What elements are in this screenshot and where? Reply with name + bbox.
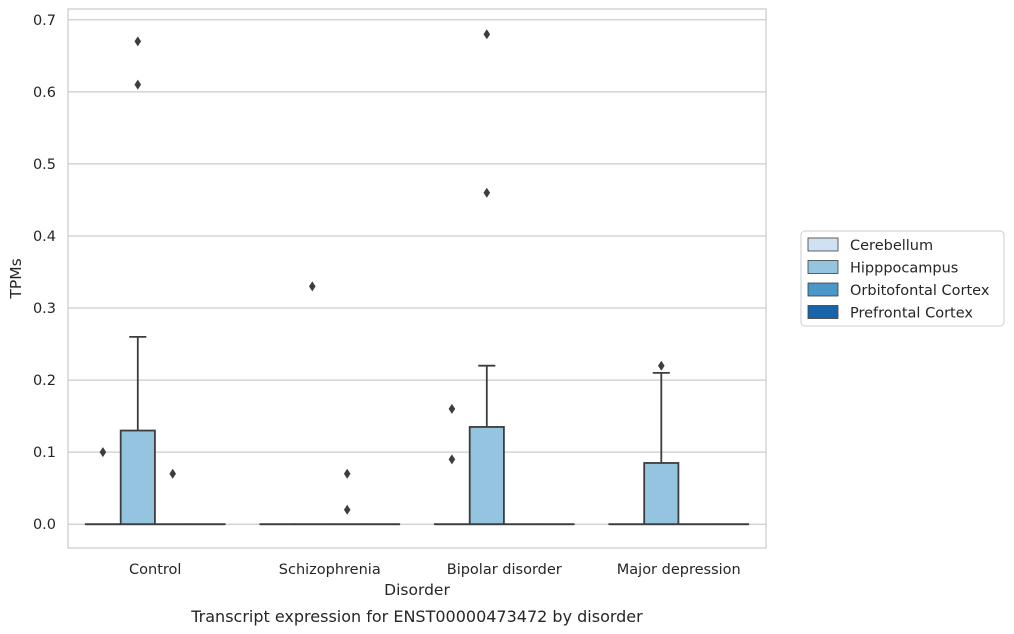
outlier-point	[483, 187, 491, 198]
box-hipppocampus	[119, 36, 156, 526]
outlier-point	[448, 403, 456, 414]
box-orbitofontal-cortex	[329, 468, 366, 526]
x-tick-label: Major depression	[617, 562, 741, 578]
box-hipppocampus	[643, 360, 680, 526]
legend-frame	[800, 230, 1005, 327]
plot-frame	[67, 8, 767, 549]
outlier-point	[99, 447, 107, 458]
legend-label: Hipppocampus	[850, 261, 958, 277]
box-orbitofontal-cortex	[154, 468, 191, 526]
legend-label: Prefrontal Cortex	[850, 306, 973, 322]
outlier-point	[309, 281, 316, 292]
box-hipppocampus	[294, 281, 331, 526]
x-axis-ticks: Control Schizophrenia Bipolar disorder Majo…	[129, 562, 741, 578]
outlier-point	[343, 468, 351, 479]
x-axis-label: Disorder	[384, 581, 450, 599]
legend-swatch	[807, 282, 839, 297]
outlier-point	[448, 454, 456, 465]
y-axis-label: TPMs	[7, 258, 25, 299]
y-tick-label: 0.2	[33, 373, 56, 389]
x-tick-label: Schizophrenia	[279, 562, 381, 578]
chart-caption: Transcript expression for ENST0000047347…	[190, 607, 643, 626]
legend-swatch	[807, 260, 839, 274]
y-tick-label: 0.6	[33, 85, 56, 101]
legend-label: Orbitofontal Cortex	[850, 283, 990, 299]
y-tick-label: 0.3	[33, 301, 56, 317]
outlier-point	[483, 29, 491, 40]
y-tick-label: 0.5	[33, 157, 56, 173]
box-body	[468, 426, 505, 526]
outlier-point	[134, 36, 142, 47]
y-tick-label: 0.7	[33, 13, 56, 29]
box-body	[643, 462, 680, 526]
legend: Cerebellum Hipppocampus Orbitofontal Corte…	[800, 230, 1005, 327]
box-prefrontal-cortex	[433, 403, 470, 526]
outlier-point	[658, 360, 665, 371]
legend-swatch	[807, 305, 839, 319]
box-body	[119, 429, 156, 526]
y-tick-label: 0.0	[33, 517, 56, 533]
legend-swatch	[807, 237, 839, 252]
outlier-point	[343, 504, 351, 515]
x-tick-label: Control	[129, 562, 181, 578]
box-hipppocampus	[468, 29, 505, 526]
box-prefrontal-cortex	[84, 447, 121, 526]
y-axis-ticks: 0.0 0.1 0.2 0.3 0.4 0.5 0.6 0.7	[33, 13, 56, 533]
gridlines	[68, 19, 766, 525]
legend-label: Cerebellum	[850, 238, 933, 254]
outlier-point	[134, 79, 142, 90]
box-plot-marks	[84, 29, 750, 526]
outlier-point	[169, 468, 176, 479]
y-tick-label: 0.4	[33, 229, 56, 245]
y-tick-label: 0.1	[33, 445, 56, 461]
x-tick-label: Bipolar disorder	[447, 562, 562, 578]
